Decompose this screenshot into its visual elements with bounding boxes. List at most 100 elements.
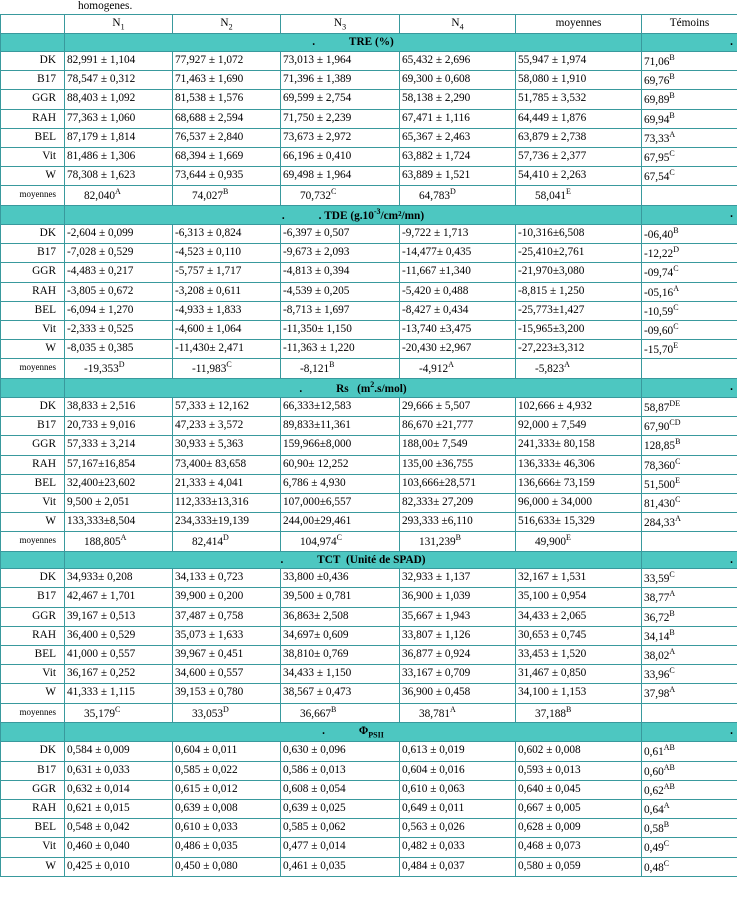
data-cell: 34,933± 0,208 bbox=[65, 569, 173, 588]
data-cell: 64,449 ± 1,876 bbox=[516, 109, 642, 128]
row-label: BEL bbox=[1, 301, 65, 320]
data-cell: 34,133 ± 0,723 bbox=[173, 569, 281, 588]
data-cell: 135,00 ±36,755 bbox=[400, 455, 516, 474]
temoin-cell: -09,60C bbox=[642, 321, 737, 340]
data-cell: 0,630 ± 0,096 bbox=[281, 742, 400, 761]
row-label: W bbox=[1, 513, 65, 532]
data-cell: 87,179 ± 1,814 bbox=[65, 128, 173, 147]
data-cell: 293,333 ±6,110 bbox=[400, 513, 516, 532]
col-mean-cell: 37,188B bbox=[516, 703, 642, 722]
col-mean-cell: 35,179C bbox=[65, 703, 173, 722]
temoin-cell: 33,96C bbox=[642, 665, 737, 684]
band-left bbox=[1, 378, 65, 397]
data-cell: 69,300 ± 0,608 bbox=[400, 71, 516, 90]
data-cell: 69,599 ± 2,754 bbox=[281, 90, 400, 109]
col-mean-cell: -8,121B bbox=[281, 359, 400, 378]
data-cell: 234,333±19,139 bbox=[173, 513, 281, 532]
row-label: RAH bbox=[1, 799, 65, 818]
data-cell: -21,970±3,080 bbox=[516, 263, 642, 282]
data-cell: 76,537 ± 2,840 bbox=[173, 128, 281, 147]
data-cell: 66,333±12,583 bbox=[281, 397, 400, 416]
data-cell: -7,028 ± 0,529 bbox=[65, 244, 173, 263]
data-cell: 0,604 ± 0,011 bbox=[173, 742, 281, 761]
data-cell: 71,463 ± 1,690 bbox=[173, 71, 281, 90]
data-cell: 96,000 ± 34,000 bbox=[516, 493, 642, 512]
row-label: DK bbox=[1, 397, 65, 416]
data-cell: -4,600 ± 1,064 bbox=[173, 321, 281, 340]
col-mean-cell: 82,414D bbox=[173, 532, 281, 551]
col-mean-cell: 36,667B bbox=[281, 703, 400, 722]
data-cell: 159,966±8,000 bbox=[281, 436, 400, 455]
data-cell: 0,639 ± 0,008 bbox=[173, 799, 281, 818]
data-cell: 0,425 ± 0,010 bbox=[65, 857, 173, 876]
data-cell: 31,467 ± 0,850 bbox=[516, 665, 642, 684]
col-mean-blank bbox=[642, 359, 737, 378]
data-cell: 82,991 ± 1,104 bbox=[65, 51, 173, 70]
col-mean-cell: 49,900E bbox=[516, 532, 642, 551]
section-title: . ΦPSII bbox=[65, 722, 642, 741]
data-cell: 21,333 ± 4,041 bbox=[173, 474, 281, 493]
temoin-cell: 0,61AB bbox=[642, 742, 737, 761]
col-mean-cell: 33,053D bbox=[173, 703, 281, 722]
data-cell: 81,538 ± 1,576 bbox=[173, 90, 281, 109]
data-cell: 58,080 ± 1,910 bbox=[516, 71, 642, 90]
data-cell: 77,927 ± 1,072 bbox=[173, 51, 281, 70]
temoin-cell: -12,22D bbox=[642, 244, 737, 263]
data-cell: -15,965±3,200 bbox=[516, 321, 642, 340]
data-cell: 35,073 ± 1,633 bbox=[173, 626, 281, 645]
data-cell: 0,604 ± 0,016 bbox=[400, 761, 516, 780]
temoin-cell: 0,64A bbox=[642, 799, 737, 818]
row-label: Vit bbox=[1, 493, 65, 512]
row-label: RAH bbox=[1, 282, 65, 301]
data-cell: 41,333 ± 1,115 bbox=[65, 684, 173, 703]
data-cell: 57,167±16,854 bbox=[65, 455, 173, 474]
data-cell: 77,363 ± 1,060 bbox=[65, 109, 173, 128]
temoin-cell: 0,49C bbox=[642, 838, 737, 857]
data-cell: 0,486 ± 0,035 bbox=[173, 838, 281, 857]
temoin-cell: 36,72B bbox=[642, 607, 737, 626]
temoin-cell: 81,430C bbox=[642, 493, 737, 512]
data-cell: 88,403 ± 1,092 bbox=[65, 90, 173, 109]
temoin-cell: 128,85B bbox=[642, 436, 737, 455]
col-header: N4 bbox=[400, 15, 516, 34]
col-mean-cell: 188,805A bbox=[65, 532, 173, 551]
temoin-cell: -05,16A bbox=[642, 282, 737, 301]
data-cell: -5,757 ± 1,717 bbox=[173, 263, 281, 282]
col-header: N2 bbox=[173, 15, 281, 34]
data-cell: 68,394 ± 1,669 bbox=[173, 148, 281, 167]
data-cell: 33,167 ± 0,709 bbox=[400, 665, 516, 684]
temoin-cell: -10,59C bbox=[642, 301, 737, 320]
row-label: B17 bbox=[1, 244, 65, 263]
data-cell: 36,167 ± 0,252 bbox=[65, 665, 173, 684]
data-cell: 32,400±23,602 bbox=[65, 474, 173, 493]
temoin-cell: 0,48C bbox=[642, 857, 737, 876]
row-label: DK bbox=[1, 569, 65, 588]
col-mean-cell: 70,732C bbox=[281, 186, 400, 205]
data-cell: 55,947 ± 1,974 bbox=[516, 51, 642, 70]
col-header: moyennes bbox=[516, 15, 642, 34]
data-cell: 78,547 ± 0,312 bbox=[65, 71, 173, 90]
data-cell: -8,035 ± 0,385 bbox=[65, 340, 173, 359]
data-cell: 71,396 ± 1,389 bbox=[281, 71, 400, 90]
data-cell: 0,585 ± 0,022 bbox=[173, 761, 281, 780]
temoin-cell: 0,62AB bbox=[642, 780, 737, 799]
data-cell: 36,900 ± 0,458 bbox=[400, 684, 516, 703]
data-cell: 54,410 ± 2,263 bbox=[516, 167, 642, 186]
temoin-cell: 69,94B bbox=[642, 109, 737, 128]
data-cell: -11,430± 2,471 bbox=[173, 340, 281, 359]
data-cell: 0,584 ± 0,009 bbox=[65, 742, 173, 761]
band-right-dot: . bbox=[642, 551, 737, 568]
data-cell: 241,333± 80,158 bbox=[516, 436, 642, 455]
band-right-dot: . bbox=[642, 722, 737, 741]
band-left bbox=[1, 551, 65, 568]
data-cell: -6,313 ± 0,824 bbox=[173, 224, 281, 243]
data-cell: 33,807 ± 1,126 bbox=[400, 626, 516, 645]
data-cell: 68,688 ± 2,594 bbox=[173, 109, 281, 128]
band-right-dot: . bbox=[642, 34, 737, 51]
temoin-cell: 67,54C bbox=[642, 167, 737, 186]
data-cell: -6,094 ± 1,270 bbox=[65, 301, 173, 320]
data-cell: 188,00± 7,549 bbox=[400, 436, 516, 455]
data-cell: -27,223±3,312 bbox=[516, 340, 642, 359]
data-cell: 67,471 ± 1,116 bbox=[400, 109, 516, 128]
data-cell: 33,800 ±0,436 bbox=[281, 569, 400, 588]
